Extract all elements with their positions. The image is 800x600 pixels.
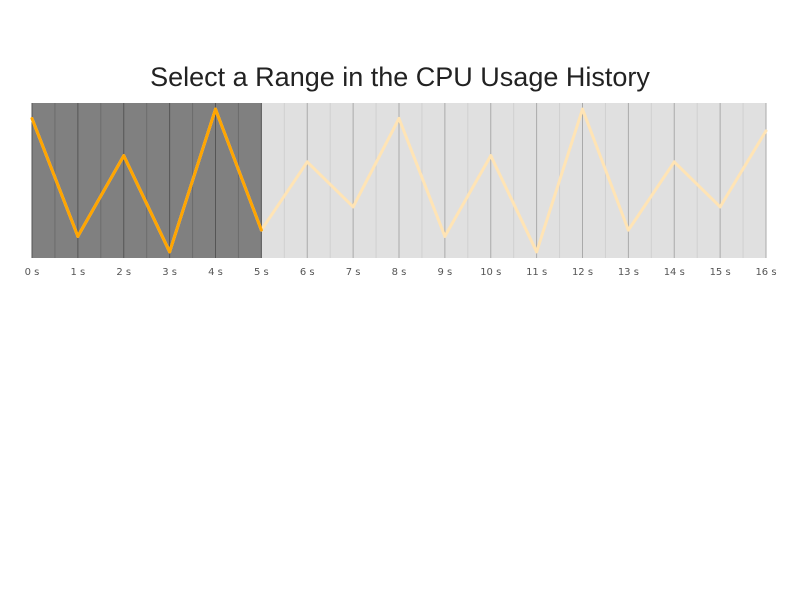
data-point xyxy=(214,107,218,111)
series-segment-faded xyxy=(489,154,539,254)
data-point xyxy=(718,205,722,209)
data-point xyxy=(305,160,309,164)
x-tick-label: 5 s xyxy=(254,267,269,278)
series-segment-selected xyxy=(214,107,263,232)
data-point xyxy=(259,228,263,232)
x-tick-label: 9 s xyxy=(437,267,452,278)
series-segment-faded xyxy=(443,154,493,238)
x-tick-label: 0 s xyxy=(25,267,40,278)
x-tick-label: 14 s xyxy=(664,267,685,278)
x-tick-label: 7 s xyxy=(346,267,361,278)
x-tick-label: 8 s xyxy=(392,267,407,278)
x-tick-label: 2 s xyxy=(116,267,131,278)
series-segment-faded xyxy=(351,117,401,209)
data-point xyxy=(443,234,447,238)
selected-series xyxy=(30,107,768,254)
x-tick-label: 3 s xyxy=(162,267,177,278)
chart-title: Select a Range in the CPU Usage History xyxy=(150,62,650,92)
data-point xyxy=(122,154,126,158)
x-axis-ticks: 0 s 1 s 2 s 3 s 4 s 5 s 6 s 7 s 8 s 9 s 10 s 11 s 12… xyxy=(25,267,777,278)
data-point xyxy=(30,117,34,121)
x-tick-label: 15 s xyxy=(710,267,731,278)
data-point xyxy=(351,205,355,209)
x-tick-label: 4 s xyxy=(208,267,223,278)
x-tick-label: 6 s xyxy=(300,267,315,278)
x-tick-label: 10 s xyxy=(480,267,501,278)
x-tick-label: 11 s xyxy=(526,267,547,278)
series-segment-faded xyxy=(397,117,447,238)
series-segment-selected xyxy=(168,107,217,254)
x-tick-label: 1 s xyxy=(70,267,85,278)
series-segment-faded xyxy=(305,160,355,209)
data-point xyxy=(168,250,172,254)
series-segment-faded xyxy=(259,160,309,232)
data-point xyxy=(672,160,676,164)
series-segment-faded xyxy=(672,160,722,209)
data-point xyxy=(535,250,539,254)
series-segment-selected xyxy=(76,154,126,238)
series-segment-faded xyxy=(581,107,630,232)
data-point xyxy=(764,129,768,133)
data-point xyxy=(581,107,585,111)
series-segment-selected xyxy=(122,154,172,254)
data-point xyxy=(626,228,630,232)
series-segment-faded xyxy=(718,129,768,209)
data-point xyxy=(76,234,80,238)
series-segment-faded xyxy=(535,107,584,254)
x-tick-label: 12 s xyxy=(572,267,593,278)
data-point xyxy=(489,154,493,158)
data-point xyxy=(397,117,401,121)
series-segment-selected xyxy=(30,117,80,238)
x-tick-label: 16 s xyxy=(755,267,776,278)
x-tick-label: 13 s xyxy=(618,267,639,278)
series-segment-faded xyxy=(626,160,676,232)
grid-lines xyxy=(31,103,767,258)
